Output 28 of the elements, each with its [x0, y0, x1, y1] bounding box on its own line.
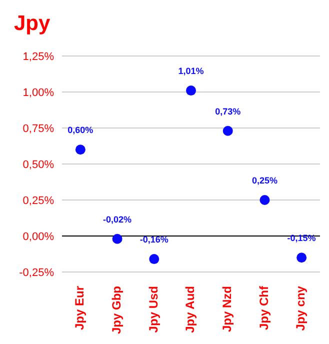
y-tick-label: 1,25% — [22, 50, 54, 63]
point — [149, 254, 160, 264]
point — [260, 195, 270, 205]
x-tick-label: Jpy Nzd — [220, 286, 234, 332]
y-tick-label: 0,75% — [22, 122, 54, 135]
x-tick-label: Jpy Gbp — [109, 286, 124, 334]
x-tick-label: Jpy Aud — [183, 286, 198, 333]
chart-title: Jpy — [14, 12, 50, 36]
x-tick-label: Jpy cny — [294, 286, 308, 331]
data-label: 0,25% — [252, 175, 278, 186]
data-label: -0,16% — [140, 234, 168, 245]
point — [296, 252, 307, 263]
x-tick-label: Jpy Usd — [146, 286, 160, 333]
data-label: 0,73% — [215, 106, 241, 116]
data-label: 1,01% — [178, 66, 204, 76]
point — [222, 126, 233, 136]
y-tick-label: 1,00% — [22, 86, 54, 99]
x-tick-label: Jpy Eur — [72, 286, 87, 330]
data-label: -0,02% — [103, 214, 132, 224]
y-tick-label: 0,50% — [22, 158, 54, 171]
point — [186, 86, 196, 96]
data-label: 0,60% — [68, 125, 94, 136]
x-tick-label: Jpy Chf — [256, 285, 271, 330]
y-tick-label: 0,00% — [22, 230, 54, 243]
y-tick-label: 0,25% — [22, 194, 54, 207]
point — [75, 144, 86, 155]
y-tick-label: -0,25% — [19, 266, 54, 279]
point — [112, 234, 122, 244]
